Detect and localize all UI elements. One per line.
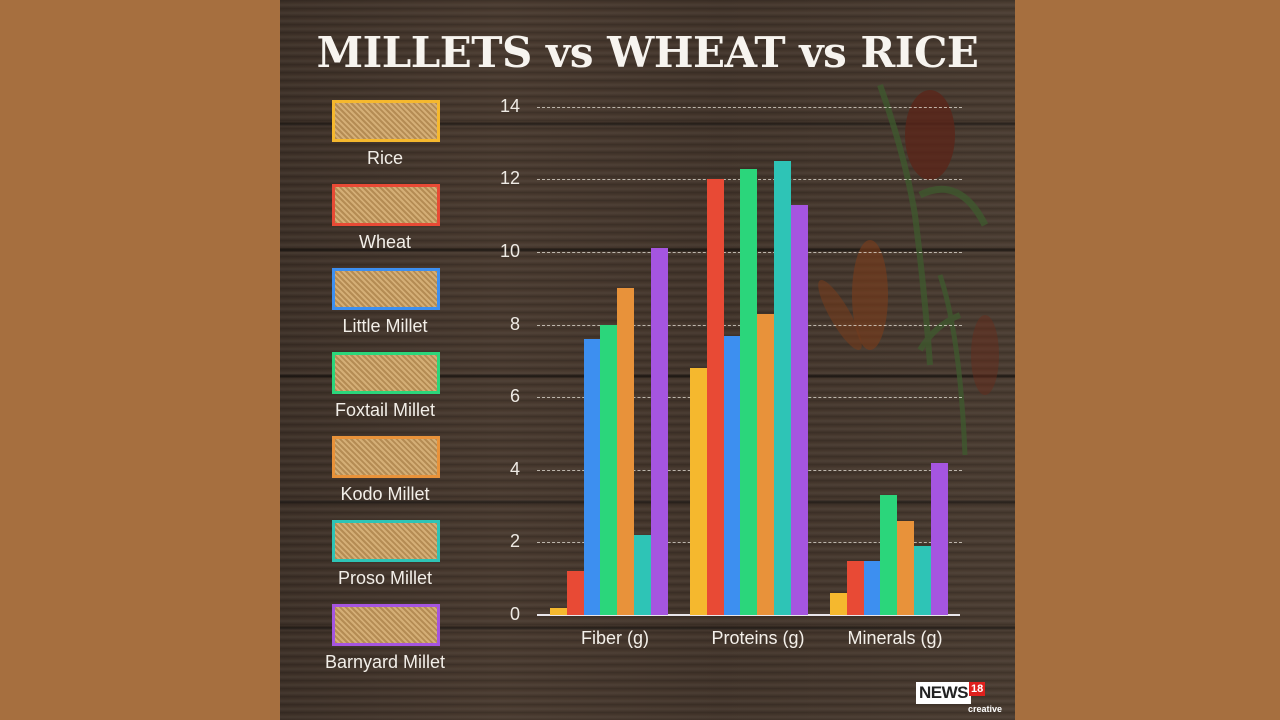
grain-photo-swatch — [332, 100, 440, 142]
bar-wheat-fiber — [566, 571, 584, 615]
bar-proso-millet-minerals — [914, 546, 931, 615]
bar-foxtail-millet-minerals — [880, 495, 898, 615]
legend-item-kodo-millet: Kodo Millet — [332, 436, 440, 505]
grain-photo-swatch — [332, 436, 440, 478]
y-tick-label: 10 — [499, 241, 520, 261]
x-label-minerals: Minerals (g) — [847, 628, 943, 648]
infographic-panel: MILLETS vs WHEAT vs RICE Rice Wheat Little… — [280, 0, 1015, 720]
grain-photo-swatch — [332, 520, 440, 562]
bar-chart: 0 2 4 6 8 10 12 14 Fiber (g) Proteins (g) Miner… — [280, 0, 1015, 720]
grain-photo-swatch — [332, 352, 440, 394]
bar-kodo-millet-fiber — [617, 288, 635, 615]
y-tick-label: 0 — [509, 604, 520, 624]
bar-proso-millet-fiber — [634, 535, 651, 615]
chart-title: MILLETS vs WHEAT vs RICE — [316, 28, 979, 77]
bar-barnyard-millet-minerals — [930, 462, 948, 615]
y-tick-label: 4 — [509, 458, 520, 479]
bar-little-millet-proteins — [723, 335, 741, 615]
legend-item-barnyard-millet: Barnyard Millet — [325, 604, 445, 673]
news18-logo: NEWS 18 creative — [916, 682, 1002, 714]
bar-little-millet-minerals — [863, 560, 881, 615]
bar-wheat-proteins — [706, 179, 724, 615]
y-tick-label: 6 — [509, 386, 520, 407]
x-label-fiber: Fiber (g) — [580, 628, 649, 648]
grain-photo-swatch — [332, 184, 440, 226]
bar-foxtail-millet-proteins — [740, 168, 758, 615]
bar-barnyard-millet-proteins — [790, 204, 808, 615]
bar-little-millet-fiber — [583, 339, 601, 615]
legend-item-foxtail-millet: Foxtail Millet — [332, 352, 440, 421]
bar-proso-millet-proteins — [774, 161, 791, 615]
grain-photo-swatch — [332, 604, 440, 646]
legend-label: Rice — [366, 148, 403, 168]
bar-kodo-millet-minerals — [897, 520, 915, 615]
bar-foxtail-millet-fiber — [600, 324, 618, 615]
legend-label: Wheat — [358, 232, 412, 252]
legend-item-proso-millet: Proso Millet — [332, 520, 440, 589]
bar-wheat-minerals — [846, 560, 864, 615]
x-label-proteins: Proteins (g) — [711, 628, 805, 648]
legend-item-little-millet: Little Millet — [332, 268, 440, 337]
legend-label: Foxtail Millet — [334, 400, 436, 420]
legend-label: Proso Millet — [337, 568, 433, 588]
y-tick-label: 2 — [509, 531, 520, 552]
bar-rice-fiber — [550, 607, 567, 615]
bar-barnyard-millet-fiber — [650, 248, 668, 615]
bar-rice-minerals — [830, 593, 847, 615]
bar-rice-proteins — [690, 368, 707, 615]
y-tick-label: 12 — [499, 168, 520, 189]
legend-label: Barnyard Millet — [324, 652, 446, 672]
legend-label: Kodo Millet — [340, 484, 430, 504]
legend-item-wheat: Wheat — [332, 184, 440, 253]
y-tick-label: 8 — [509, 313, 520, 334]
gridline — [537, 106, 962, 108]
bar-kodo-millet-proteins — [757, 313, 775, 615]
millet-plant-illustration — [818, 83, 999, 456]
y-tick-label: 14 — [499, 95, 520, 116]
grain-photo-swatch — [332, 268, 440, 310]
x-axis-line — [537, 614, 960, 616]
legend-label: Little Millet — [342, 316, 428, 336]
legend-item-rice: Rice — [332, 100, 440, 169]
